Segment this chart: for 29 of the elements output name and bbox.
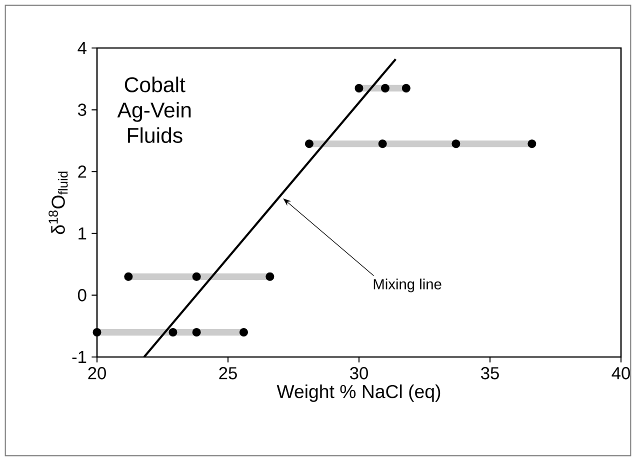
point <box>380 84 390 92</box>
point <box>239 328 248 337</box>
y-tick-label: 3 <box>78 104 86 116</box>
x-tick-label: 35 <box>481 367 499 380</box>
point <box>192 272 201 281</box>
annotation: Cobalt Ag-Vein Fluids <box>117 76 191 143</box>
x-tick-label: 40 <box>612 367 630 380</box>
y-tick-label: 1 <box>78 227 86 240</box>
point <box>304 140 314 148</box>
point <box>124 272 133 281</box>
y-tick-label: -1 <box>72 351 86 363</box>
x-axis-title: Weight % NaCl (eq) <box>276 384 440 402</box>
y-tick-label: 0 <box>78 289 86 302</box>
point <box>378 140 387 148</box>
y-axis-title: δ$^{18}$O$_{fluid}$ <box>48 172 68 234</box>
point <box>452 140 460 148</box>
x-tick-label: 25 <box>219 367 237 380</box>
point <box>266 272 274 281</box>
point <box>192 328 201 337</box>
y-tick-label: 2 <box>78 166 86 178</box>
annotation: Mixing line <box>374 278 442 292</box>
point <box>402 84 410 92</box>
x-tick-label: 30 <box>350 367 368 380</box>
x-tick-label: 20 <box>88 367 106 380</box>
y-tick-label: 4 <box>78 42 86 54</box>
point <box>168 328 178 337</box>
point <box>528 140 536 148</box>
point <box>92 328 102 337</box>
point <box>354 84 364 92</box>
